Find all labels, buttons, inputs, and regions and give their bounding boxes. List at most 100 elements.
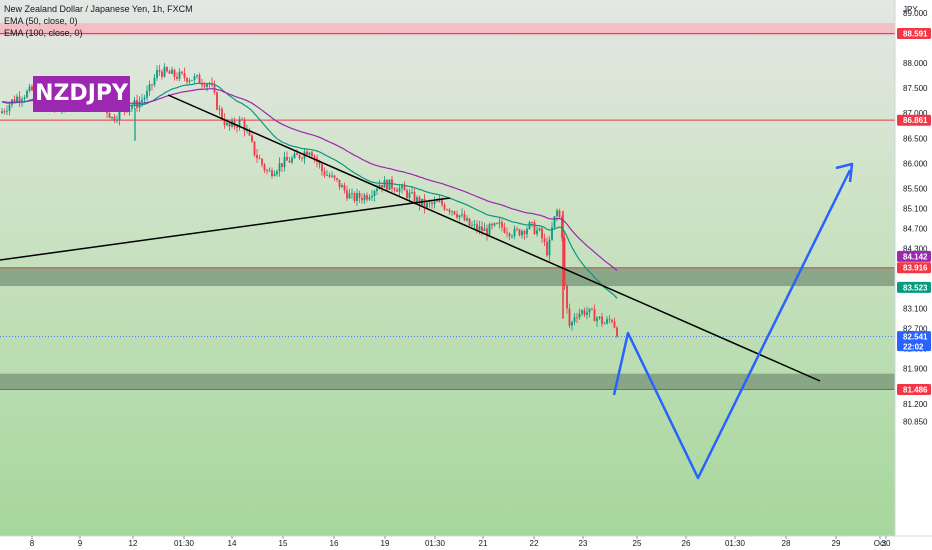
candle [266,168,268,175]
candle [423,193,426,214]
downtrend-line[interactable] [167,94,821,382]
candle [443,202,446,212]
candle [201,78,203,91]
svg-text:81.486: 81.486 [903,386,928,395]
candle [273,170,276,177]
candle [6,105,8,116]
indicator-ema100[interactable]: EMA (100, close, 0) [4,28,83,38]
candle [571,320,573,331]
candle [258,154,261,160]
candle [256,148,258,163]
candle [576,312,578,324]
candle [293,149,296,159]
candle [218,105,221,116]
x-tick-label: 30 [882,539,891,548]
candle [588,308,591,318]
candle [248,127,251,137]
candle [18,90,21,107]
candle [301,156,303,162]
x-tick-label: 14 [228,539,237,548]
x-tick-label: 29 [832,539,841,548]
candle [183,67,186,82]
candle [593,304,596,322]
candle [608,315,611,324]
candle [596,316,598,327]
candle [473,219,476,231]
candle [411,186,413,195]
x-tick-label: 9 [78,539,83,548]
candle [161,69,163,80]
price-tag-ema50: 83.523 [897,281,931,293]
candle [483,222,486,232]
candle [543,233,546,246]
candle [611,318,613,324]
x-tick-label: 8 [30,539,35,548]
candle [3,108,6,115]
candle [451,210,453,216]
x-tick-label: 26 [682,539,691,548]
candle [261,158,263,168]
candle [551,221,553,241]
candle [493,222,496,227]
projection-path[interactable] [612,169,852,480]
candle [578,308,581,321]
candle [586,306,588,320]
candle [336,177,338,183]
candle [606,316,608,325]
x-tick-label: 22 [530,539,539,548]
indicator-ema50[interactable]: EMA (50, close, 0) [4,16,78,26]
candle [396,186,398,192]
candle [613,317,616,329]
y-tick-label: 85.500 [903,184,928,193]
candle [163,63,166,78]
svg-text:83.523: 83.523 [903,283,928,292]
candle [398,183,401,196]
candle [243,117,246,137]
candle [341,183,343,188]
candle [331,171,333,178]
x-tick-label: 12 [129,539,138,548]
svg-text:22:02: 22:02 [903,343,924,352]
candle [583,307,586,318]
time-axis[interactable] [0,536,932,550]
zone-0 [0,23,895,36]
y-tick-label: 88.000 [903,59,928,68]
candle [288,156,291,163]
candle [388,179,391,190]
candle [546,237,548,258]
svg-text:84.142: 84.142 [903,252,928,261]
candle [276,169,278,177]
candle [558,208,561,218]
svg-text:88.591: 88.591 [903,30,928,39]
candle [188,78,191,86]
candle [346,185,348,201]
candle [173,68,176,81]
x-tick-label: 15 [279,539,288,548]
y-tick-label: 82.700 [903,325,928,334]
support-trend-line[interactable] [0,197,451,261]
candle [511,234,513,239]
price-tag-level: 86.861 [897,114,931,126]
candle [323,167,326,179]
candle [371,190,373,201]
y-tick-label: 81.900 [903,365,928,374]
candle [501,219,503,232]
price-axis[interactable] [896,0,932,550]
candle [333,174,336,181]
candle [566,284,568,314]
candle [268,167,271,172]
candle [463,210,466,222]
candle [113,113,116,124]
x-tick-label: 01:30 [174,539,195,548]
candle [278,157,281,177]
candle [461,208,463,218]
candle [533,219,536,235]
candle [491,222,493,230]
candle [458,214,461,221]
candle [116,115,118,124]
x-tick-label: 23 [579,539,588,548]
candle [466,215,468,222]
candle [193,73,196,84]
candle [526,226,528,239]
